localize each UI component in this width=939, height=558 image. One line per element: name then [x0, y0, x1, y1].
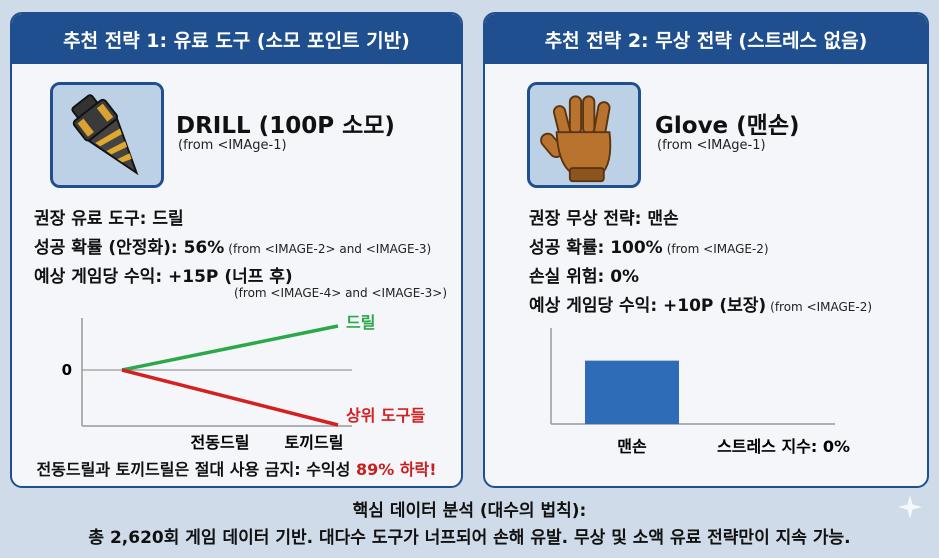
info-label: 손실 위험: 0%	[529, 267, 640, 287]
info-label: 예상 게임당 수익: +10P (보장)	[529, 296, 767, 316]
stress-bar-chart: 맨손 스트레스 지수: 0%	[550, 328, 850, 456]
info-label: 성공 확률: 100%	[529, 238, 663, 258]
series-label: 상위 도구들	[346, 406, 425, 425]
info-line: 성공 확률: 100% (from <IMAGE-2)	[529, 233, 769, 258]
info-label: 성공 확률 (안정화): 56%	[34, 238, 225, 258]
info-line: 성공 확률 (안정화): 56% (from <IMAGE-2> and <IMA…	[34, 233, 431, 258]
footer-body: 총 2,620회 게임 데이터 기반. 대다수 도구가 너프되어 손해 유발. …	[88, 528, 851, 548]
info-label: 권장 무상 전략: 맨손	[529, 209, 679, 229]
glove-icon	[527, 82, 641, 188]
info-line: 손실 위험: 0%	[529, 262, 639, 287]
tool-source: (from <IMAge-1)	[657, 138, 766, 153]
info-line: 예상 게임당 수익: +10P (보장) (from <IMAGE-2)	[529, 291, 872, 316]
x-tick-label: 토끼드릴	[285, 433, 344, 452]
x-tick-label: 전동드릴	[191, 433, 250, 452]
stress-index-label: 스트레스 지수: 0%	[717, 437, 850, 456]
y-tick-label: 0	[62, 361, 72, 379]
info-line: 예상 게임당 수익: +15P (너프 후)	[34, 262, 293, 287]
series-line	[121, 368, 339, 427]
info-line: 권장 유료 도구: 드릴	[34, 204, 184, 229]
panel-header: 추천 전략 2: 무상 전략 (스트레스 없음)	[485, 14, 927, 64]
tool-name: DRILL (100P 소모)	[176, 113, 395, 139]
info-line: 권장 무상 전략: 맨손	[529, 204, 679, 229]
drill-icon	[50, 82, 164, 188]
warning-prefix: 전동드릴과 토끼드릴은 절대 사용 금지: 수익성	[36, 460, 356, 479]
info-label: 권장 유료 도구: 드릴	[34, 209, 184, 229]
sparkle-icon	[898, 495, 922, 519]
info-source: (from <IMAGE-2)	[770, 300, 873, 314]
strategy-panel-paid: 추천 전략 1: 유료 도구 (소모 포인트 기반) DRILL (100P 소…	[10, 12, 463, 488]
warning-highlight: 89% 하락!	[355, 460, 437, 479]
series-line	[121, 324, 339, 372]
tool-source: (from <IMAge-1)	[178, 138, 287, 153]
warning-text: 전동드릴과 토끼드릴은 절대 사용 금지: 수익성 89% 하락!	[12, 456, 461, 480]
tool-name: Glove (맨손)	[655, 113, 800, 139]
bar	[585, 360, 679, 424]
x-tick-label: 맨손	[617, 437, 647, 456]
info-source: (from <IMAGE-2> and <IMAGE-3)	[228, 242, 432, 256]
info-label: 예상 게임당 수익: +15P (너프 후)	[34, 267, 293, 287]
info-source: (from <IMAGE-2)	[666, 242, 769, 256]
footer-title: 핵심 데이터 분석 (대수의 법칙):	[352, 501, 587, 521]
panel-header: 추천 전략 1: 유료 도구 (소모 포인트 기반)	[12, 14, 461, 64]
info-source: (from <IMAGE-4> and <IMAGE-3>)	[234, 286, 447, 300]
series-label: 드릴	[346, 313, 375, 332]
strategy-panel-free: 추천 전략 2: 무상 전략 (스트레스 없음) Glove (맨손) (fro…	[483, 12, 929, 488]
